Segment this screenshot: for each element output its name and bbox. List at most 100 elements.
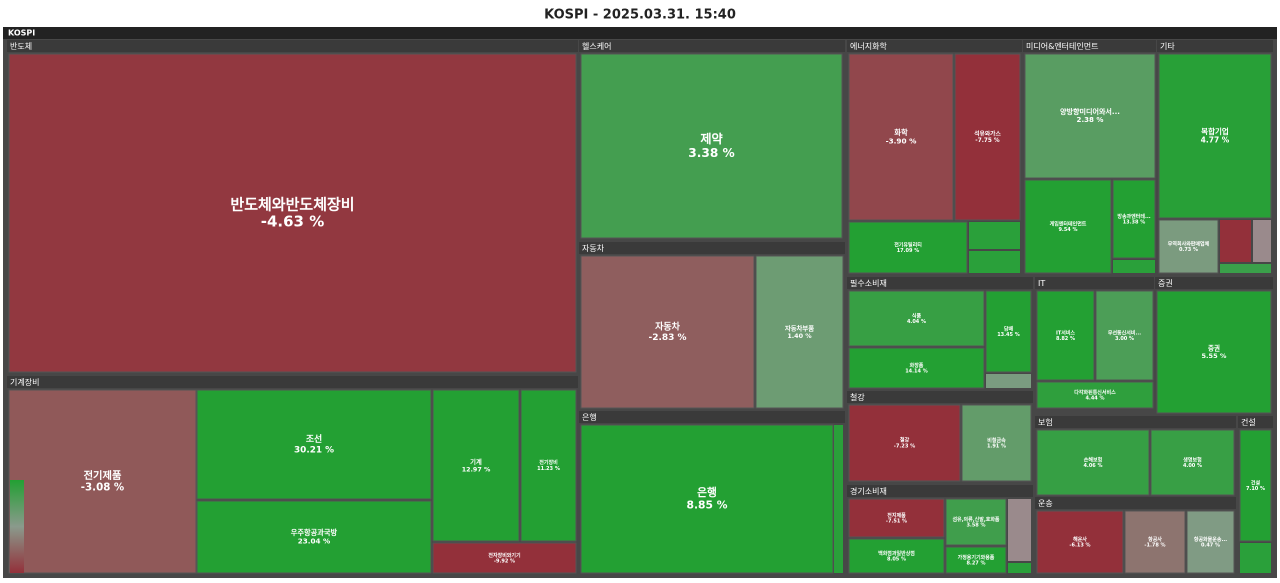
tile-value-label: 14.14 % <box>905 369 928 375</box>
tile <box>969 251 1020 273</box>
tile-name: 우주항공과국방 <box>291 528 338 537</box>
tile <box>580 53 843 239</box>
tile-name: 식품 <box>912 312 922 319</box>
tile-value-label: 4.77 % <box>1201 136 1230 145</box>
tile-value-label: 4.00 % <box>1183 463 1202 469</box>
tile-value-label: 1.91 % <box>987 444 1006 450</box>
tile-name: 무역회사와판매업체 <box>1168 240 1210 247</box>
tile <box>1158 219 1219 274</box>
group-header <box>1023 40 1156 52</box>
tile-name: 생명보험 <box>1183 456 1202 463</box>
tile <box>1220 220 1251 262</box>
tile <box>580 424 834 574</box>
tile <box>1253 220 1271 262</box>
tile <box>432 542 577 574</box>
tile-value-label: 13.45 % <box>997 332 1020 338</box>
tile-name: 제약 <box>700 131 722 146</box>
color-legend <box>10 480 24 573</box>
tile-value-label: 3.38 % <box>688 146 734 160</box>
tile <box>432 389 520 542</box>
tile-name: 다각화된통신서비스 <box>1074 389 1116 396</box>
tile-value-label: -7.75 % <box>975 138 1000 144</box>
tile <box>520 389 577 542</box>
group-label: 철강 <box>850 392 865 402</box>
tile-name: 항공사 <box>1148 536 1162 543</box>
tile <box>580 255 755 409</box>
tile <box>1186 510 1235 574</box>
tile <box>755 255 844 409</box>
tile-value-label: 23.04 % <box>298 536 331 545</box>
tile-value-label: 8.85 % <box>687 498 728 511</box>
tile <box>1112 179 1156 259</box>
tile-name: 자동차 <box>655 321 681 333</box>
tile <box>196 500 432 574</box>
group-label: 보험 <box>1038 418 1053 427</box>
group-label: 에너지화학 <box>850 41 887 51</box>
tile-value-label: -3.08 % <box>81 482 124 494</box>
tile <box>945 498 1007 546</box>
group-label: 증권 <box>1158 278 1173 288</box>
group-label: 건설 <box>1241 417 1256 427</box>
tile-value-label: 0.73 % <box>1179 247 1198 253</box>
tile <box>196 389 432 500</box>
tile-value-label: 12.97 % <box>462 466 491 473</box>
root-header <box>3 27 1277 39</box>
tile-name: 건설 <box>1251 479 1261 486</box>
group-label: 기계장비 <box>10 377 39 387</box>
tile-value-label: -6.13 % <box>1069 543 1090 549</box>
tile <box>945 546 1007 574</box>
tile <box>1158 53 1272 219</box>
tile-name: 방송과엔터테... <box>1117 213 1150 220</box>
tile-name: 손해보험 <box>1084 456 1103 463</box>
tile-value-label: 2.38 % <box>1077 115 1104 124</box>
group-header <box>1035 416 1236 428</box>
group-label: 운송 <box>1038 499 1053 508</box>
group-header <box>7 40 578 52</box>
tile-value-label: 9.54 % <box>1058 227 1077 233</box>
group-header <box>1155 277 1273 289</box>
tile-name: 항공화물운송... <box>1194 536 1227 543</box>
group-header <box>1157 40 1273 52</box>
tile-value-label: 30.21 % <box>294 445 334 455</box>
group-header <box>847 485 1033 497</box>
tile-value-label: 4.44 % <box>1085 396 1104 402</box>
group-label: 미디어&엔터테인먼트 <box>1026 41 1098 51</box>
tile-name: 담배 <box>1004 325 1014 332</box>
tile <box>848 538 945 574</box>
tile <box>954 53 1021 221</box>
tile <box>1220 264 1271 273</box>
tile <box>1239 429 1272 542</box>
tile-value-label: 0.47 % <box>1201 543 1220 549</box>
tile-name: 증권 <box>1208 343 1220 352</box>
tile <box>1240 543 1271 573</box>
tile <box>969 222 1020 249</box>
tile <box>1036 290 1095 381</box>
tile <box>1036 510 1124 574</box>
tile-name: 전기장비 <box>539 459 558 466</box>
tile <box>834 425 843 573</box>
tile-value-label: -4.63 % <box>261 213 325 231</box>
group-header <box>7 376 578 388</box>
tile-value-label: 8.05 % <box>887 557 906 563</box>
tile <box>1150 429 1235 496</box>
root-label: KOSPI <box>8 29 35 38</box>
tile <box>8 389 197 574</box>
tile-name: 전지제품 <box>887 512 906 519</box>
tile-value-label: 4.04 % <box>907 319 926 325</box>
tile-name: 무선통신서비... <box>1108 329 1141 336</box>
tile <box>1024 179 1112 274</box>
tile <box>848 498 945 538</box>
tile-name: 반도체와반도체장비 <box>230 195 354 213</box>
tile-name: 해운사 <box>1073 536 1087 543</box>
group-label: 기타 <box>1160 42 1175 51</box>
tile-name: 화장품 <box>910 362 924 369</box>
tiles <box>834 220 1271 573</box>
tile-name: 자동차부품 <box>785 323 814 332</box>
tile <box>848 53 954 221</box>
tile-name: 조선 <box>306 433 322 445</box>
tile-name: 화학 <box>894 128 908 137</box>
tile-name: 비철금속 <box>987 437 1006 444</box>
tile-value-label: -7.23 % <box>894 444 916 450</box>
tile-value-label: 1.40 % <box>787 332 812 340</box>
